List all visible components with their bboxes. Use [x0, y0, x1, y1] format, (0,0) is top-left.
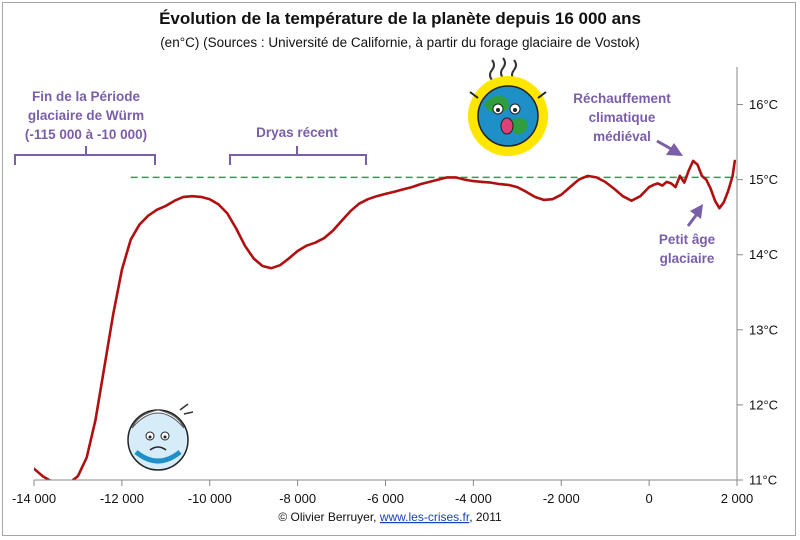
credit-year: , 2011 — [469, 510, 502, 524]
y-tick-label: 12°C — [749, 397, 778, 412]
annotation-little-ice-age: Petit âge glaciaire — [659, 204, 716, 266]
annotation-little-ice-age-arrowhead — [690, 204, 703, 219]
credit-link[interactable]: www.les-crises.fr — [379, 510, 470, 524]
chart-subtitle: (en°C) (Sources : Université de Californ… — [160, 35, 640, 50]
y-axis-ticks: 11°C 12°C 13°C 14°C 15°C 16°C — [737, 97, 778, 488]
annotation-wurm-line-2: glaciaire de Würm — [28, 108, 144, 123]
y-tick-label: 14°C — [749, 247, 778, 262]
annotation-dryas: Dryas récent — [229, 125, 367, 165]
annotation-wurm-bracket — [14, 146, 156, 165]
annotation-medieval-arrow — [656, 139, 674, 152]
y-tick-label: 13°C — [749, 322, 778, 337]
annotation-little-ice-age-line-2: glaciaire — [660, 251, 715, 266]
y-tick-label: 15°C — [749, 172, 778, 187]
x-tick-label: 0 — [646, 491, 653, 506]
chart-title: Évolution de la température de la planèt… — [159, 9, 641, 28]
series-layer — [34, 159, 737, 480]
x-tick-label: -2 000 — [543, 491, 580, 506]
annotation-medieval-line-1: Réchauffement — [573, 91, 671, 106]
y-tick-label: 11°C — [749, 473, 777, 488]
annotation-medieval-arrowhead — [666, 143, 683, 156]
annotation-dryas-bracket — [229, 146, 367, 165]
annotation-medieval: Réchauffement climatique médiéval — [573, 91, 683, 156]
annotation-dryas-line-1: Dryas récent — [256, 125, 338, 140]
x-tick-label: -8 000 — [279, 491, 316, 506]
x-axis-ticks: -14 000 -12 000 -10 000 -8 000 -6 000 -4 000 -… — [12, 480, 753, 506]
x-tick-label: -4 000 — [455, 491, 492, 506]
x-tick-label: -10 000 — [188, 491, 232, 506]
y-tick-label: 16°C — [749, 97, 778, 112]
x-tick-label: -6 000 — [367, 491, 404, 506]
credit: © Olivier Berruyer, www.les-crises.fr, 2… — [278, 510, 502, 524]
annotation-medieval-line-3: médiéval — [593, 129, 651, 144]
annotation-medieval-line-2: climatique — [589, 110, 656, 125]
x-tick-label: -14 000 — [12, 491, 56, 506]
annotation-little-ice-age-line-1: Petit âge — [659, 232, 716, 247]
annotation-wurm-line-1: Fin de la Période — [32, 89, 141, 104]
annotation-little-ice-age-arrow — [686, 213, 699, 227]
credit-text: © Olivier Berruyer, — [278, 510, 380, 524]
annotation-wurm: Fin de la Période glaciaire de Würm (-11… — [14, 89, 156, 165]
frozen-earth-icon — [127, 403, 194, 471]
temperature-series-line — [34, 159, 737, 480]
hot-earth-icon — [468, 57, 548, 156]
annotation-wurm-line-3: (-115 000 à -10 000) — [25, 127, 147, 142]
x-tick-label: -12 000 — [100, 491, 144, 506]
x-tick-label: 2 000 — [721, 491, 754, 506]
